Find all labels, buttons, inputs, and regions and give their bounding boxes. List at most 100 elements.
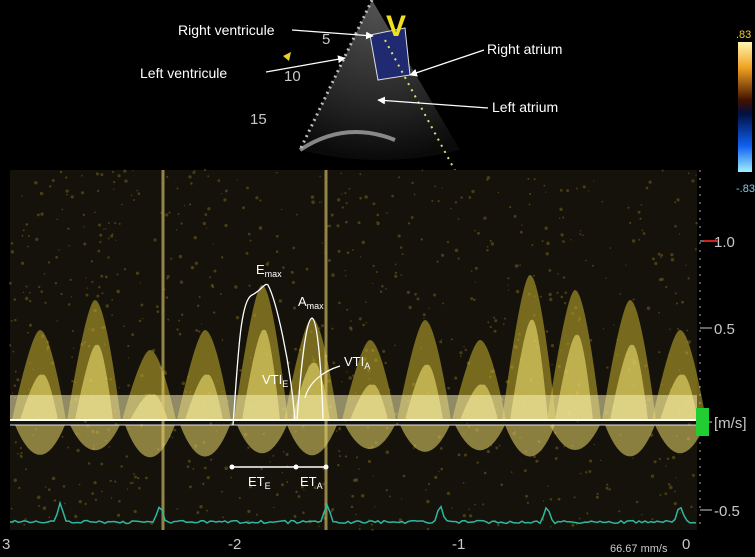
- noise: [127, 384, 130, 387]
- noise: [259, 199, 261, 201]
- annotation-sub: E: [265, 481, 271, 491]
- noise: [360, 256, 361, 257]
- noise: [202, 483, 204, 485]
- noise: [695, 222, 698, 225]
- noise: [642, 230, 644, 232]
- noise: [18, 487, 20, 489]
- noise: [471, 190, 474, 193]
- noise: [56, 218, 58, 220]
- noise: [438, 471, 439, 472]
- noise: [654, 460, 657, 463]
- noise: [319, 202, 320, 203]
- noise: [137, 477, 139, 479]
- noise: [433, 293, 436, 296]
- noise: [15, 441, 17, 443]
- noise: [279, 299, 282, 302]
- noise: [588, 190, 589, 191]
- noise: [54, 499, 57, 502]
- noise: [101, 491, 103, 493]
- noise: [246, 186, 249, 189]
- noise: [619, 293, 621, 295]
- noise: [190, 182, 193, 185]
- noise: [230, 477, 232, 479]
- noise: [191, 266, 195, 270]
- noise: [380, 291, 382, 293]
- noise: [500, 483, 503, 486]
- noise: [341, 381, 342, 382]
- noise: [13, 479, 16, 482]
- noise: [91, 492, 94, 495]
- noise: [213, 311, 215, 313]
- noise: [60, 293, 62, 295]
- noise: [332, 361, 335, 364]
- noise: [331, 273, 334, 276]
- noise: [250, 240, 252, 242]
- noise: [356, 456, 358, 458]
- structure-label: Left atrium: [492, 99, 558, 115]
- noise: [281, 483, 284, 486]
- noise: [494, 330, 497, 333]
- noise: [20, 455, 23, 458]
- noise: [118, 500, 121, 503]
- noise: [67, 447, 69, 449]
- noise: [411, 182, 413, 184]
- noise: [636, 501, 638, 503]
- noise: [467, 423, 468, 424]
- noise: [48, 516, 50, 518]
- noise: [593, 181, 594, 182]
- noise: [259, 226, 263, 230]
- depth-label: 5: [322, 31, 330, 48]
- noise: [691, 179, 694, 182]
- noise: [221, 193, 222, 194]
- noise: [195, 262, 198, 265]
- noise: [236, 316, 239, 319]
- noise: [342, 206, 344, 208]
- noise: [62, 436, 64, 438]
- noise: [358, 221, 361, 224]
- noise: [422, 170, 424, 172]
- noise: [98, 224, 101, 227]
- scale-marker: [696, 408, 709, 436]
- noise: [23, 292, 25, 294]
- noise: [504, 318, 506, 320]
- noise: [423, 317, 424, 318]
- noise: [292, 247, 295, 250]
- noise: [386, 212, 388, 214]
- noise: [20, 452, 22, 454]
- noise: [455, 249, 459, 253]
- noise: [113, 181, 115, 183]
- noise: [321, 324, 324, 327]
- noise: [372, 476, 373, 477]
- noise: [106, 304, 109, 307]
- noise: [464, 454, 467, 457]
- noise: [110, 480, 112, 482]
- noise: [83, 226, 84, 227]
- noise: [282, 472, 283, 473]
- noise: [97, 190, 99, 192]
- noise: [546, 242, 550, 246]
- noise: [692, 474, 695, 477]
- noise: [64, 503, 66, 505]
- noise: [34, 181, 38, 185]
- noise: [675, 477, 676, 478]
- noise: [660, 254, 663, 257]
- structure-label: Right ventricule: [178, 22, 275, 38]
- noise: [189, 203, 191, 205]
- noise: [625, 265, 626, 266]
- noise: [170, 258, 172, 260]
- noise: [136, 272, 139, 275]
- noise: [646, 187, 649, 190]
- depth-label: 15: [250, 111, 267, 128]
- noise: [14, 298, 17, 301]
- noise: [475, 282, 476, 283]
- noise: [556, 292, 558, 294]
- time-label: -2: [228, 536, 241, 553]
- noise: [112, 171, 114, 173]
- noise: [94, 212, 96, 214]
- noise: [110, 235, 113, 238]
- noise: [179, 333, 182, 336]
- noise: [71, 195, 74, 198]
- noise: [563, 276, 565, 278]
- noise: [71, 296, 72, 297]
- noise: [669, 486, 673, 490]
